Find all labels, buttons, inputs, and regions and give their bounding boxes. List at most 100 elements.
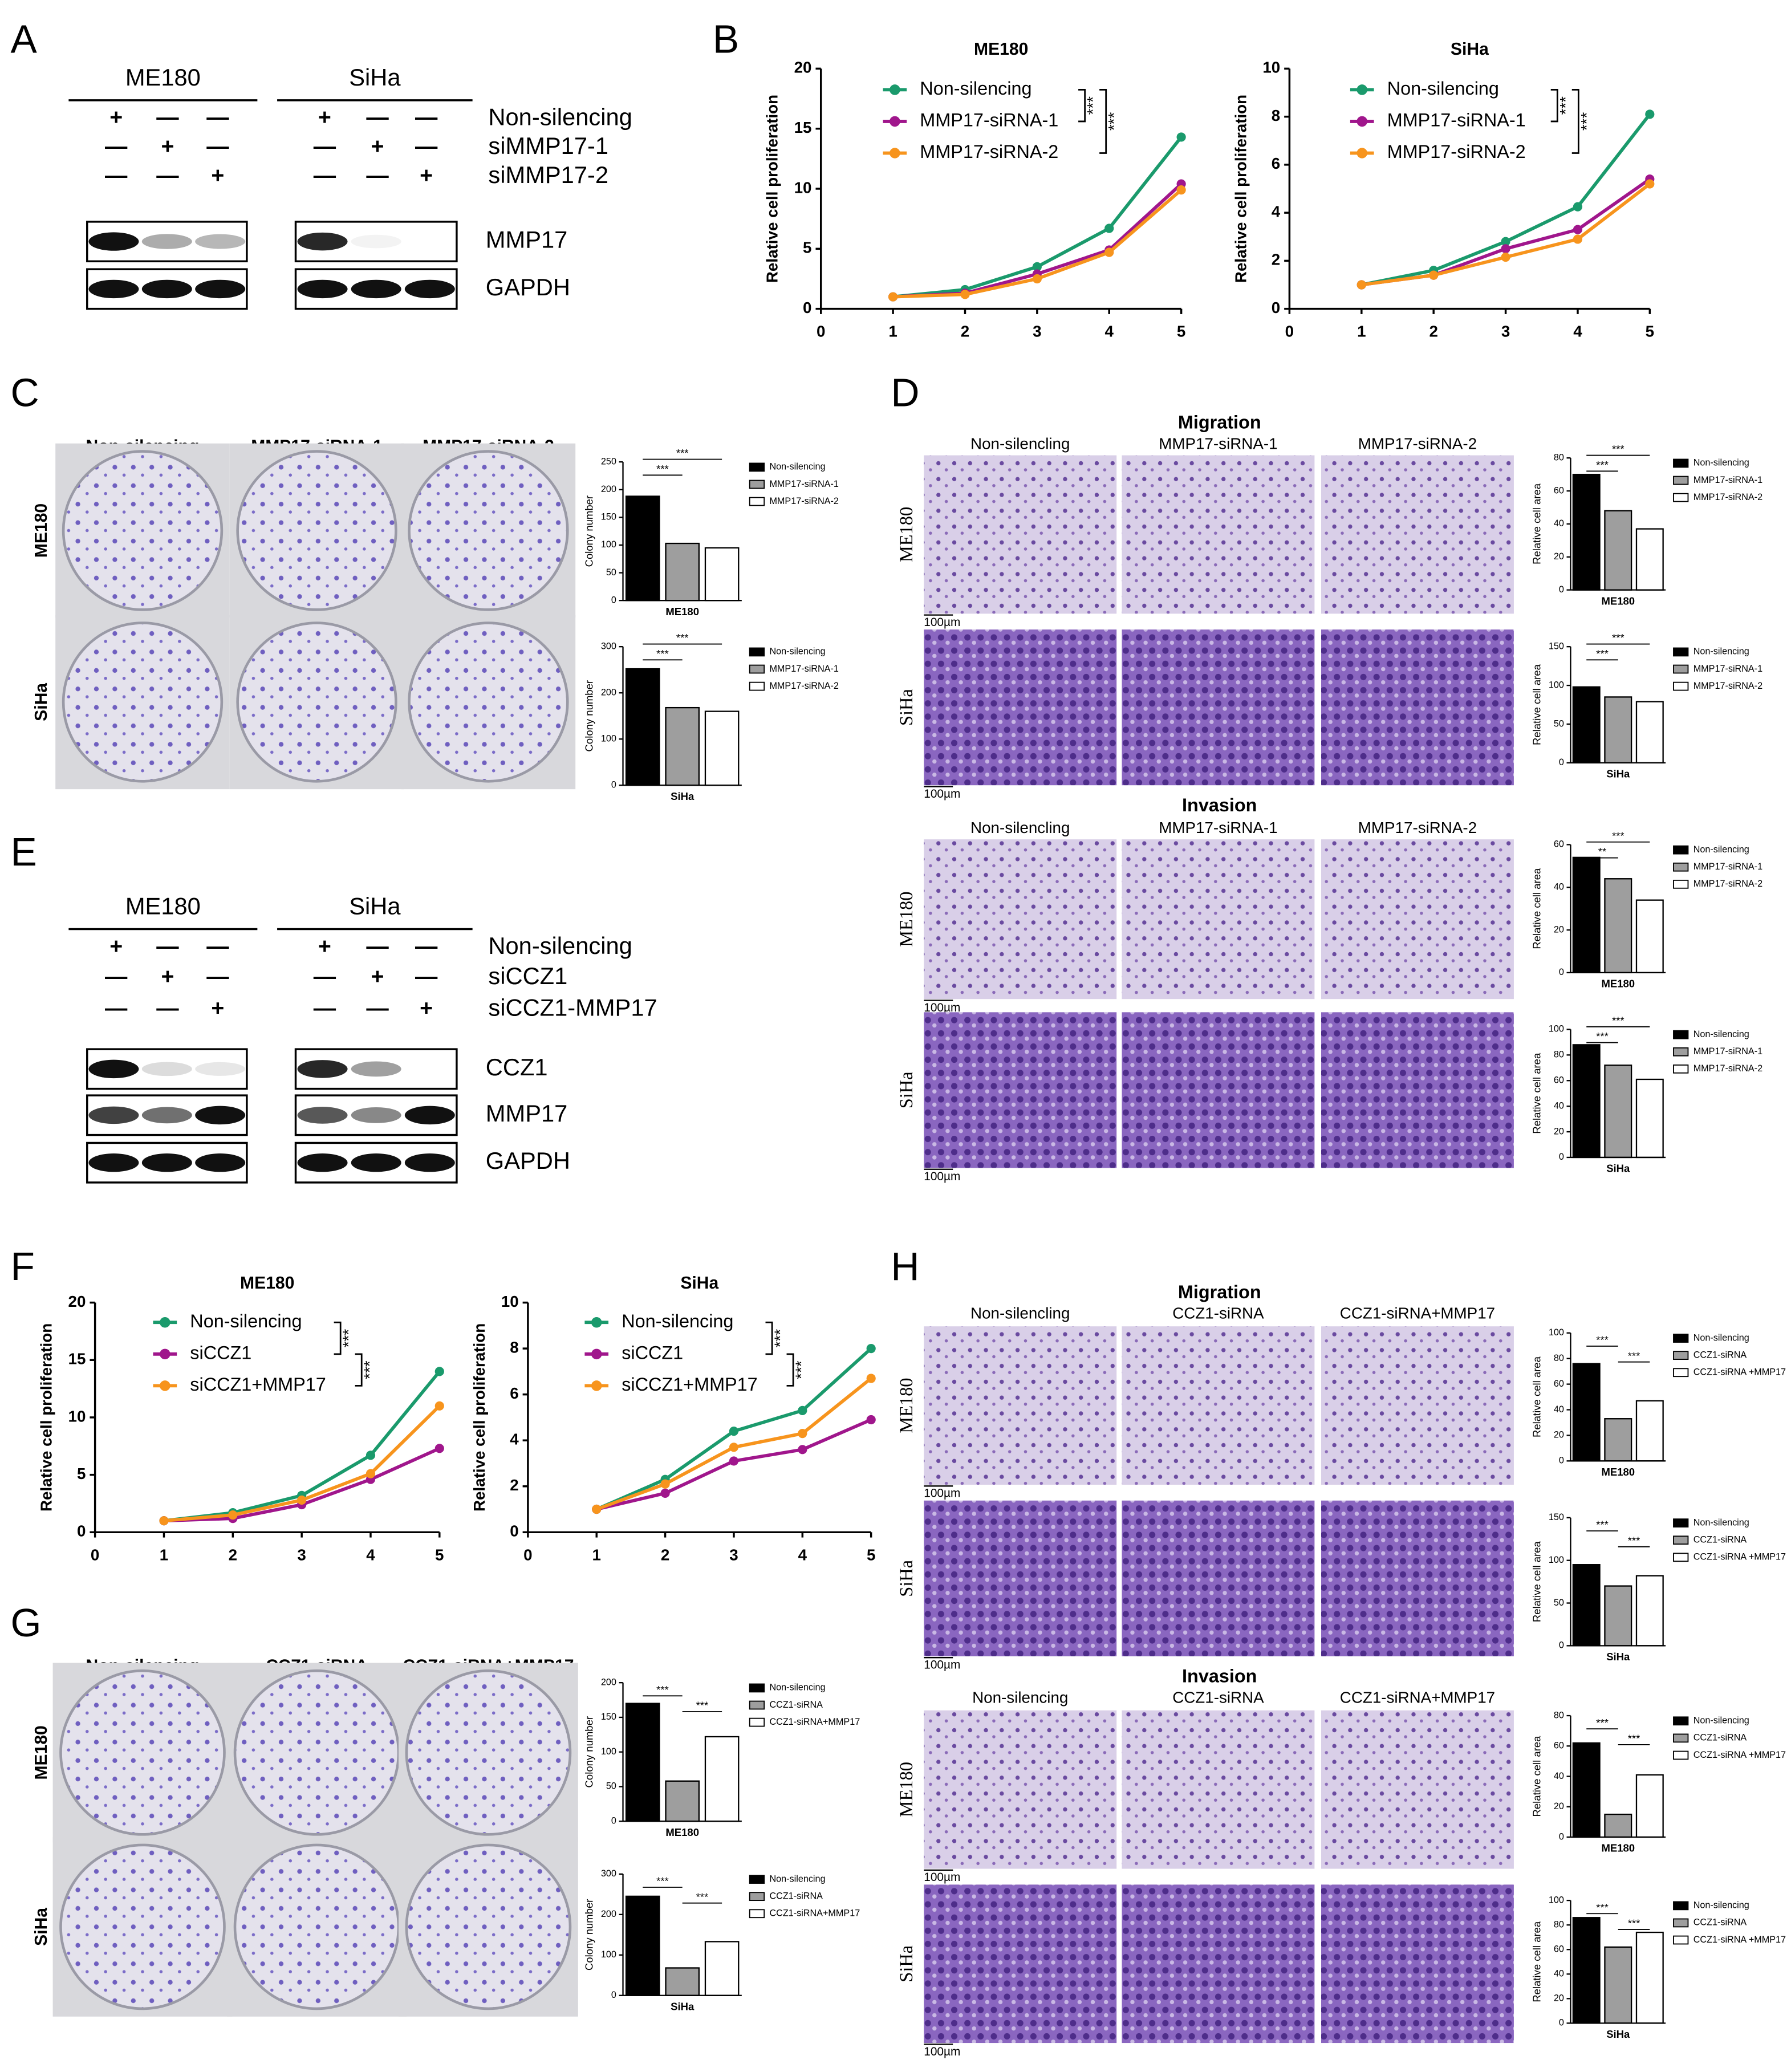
y-tick-label: 6: [510, 1384, 518, 1402]
bar: [665, 542, 700, 602]
section-title: Migration: [1178, 412, 1261, 433]
significance-label: ***: [793, 1360, 810, 1379]
condition-label: siCCZ1: [488, 962, 567, 989]
condition-sign: —: [366, 163, 389, 188]
column-header: CCZ1-siRNA: [1172, 1688, 1264, 1706]
y-tick-label: 5: [77, 1465, 86, 1482]
scale-label: 100µm: [924, 616, 960, 629]
condition-sign: —: [314, 964, 336, 989]
x-tick-label: 0: [523, 1546, 532, 1563]
blot-band: [351, 234, 401, 249]
legend-swatch: [1673, 1047, 1689, 1057]
x-tick-label: 3: [1501, 323, 1510, 340]
y-axis-label: Relative cell proliferation: [470, 1323, 488, 1512]
chart-title: SiHa: [680, 1274, 718, 1293]
y-axis-label: Colony number: [583, 680, 595, 751]
significance-label: ***: [1612, 1014, 1625, 1026]
y-tick-label: 60: [1554, 1944, 1564, 1954]
data-point: [660, 1479, 670, 1489]
data-point: [1176, 185, 1186, 195]
column-header: Non-silencling: [970, 1305, 1070, 1322]
micrograph: [924, 1884, 1117, 2043]
band-label: GAPDH: [486, 274, 570, 300]
y-tick-label: 20: [1554, 924, 1564, 935]
bar: [1635, 701, 1664, 764]
legend-swatch: [1673, 493, 1689, 502]
y-tick-label: 80: [1554, 452, 1564, 462]
y-tick-label: 250: [601, 456, 616, 466]
legend-label: Non-silencing: [1693, 1029, 1749, 1039]
y-tick-label: 0: [1559, 1640, 1564, 1651]
panel-label: D: [891, 371, 919, 415]
legend-swatch: [1673, 1935, 1689, 1945]
y-tick-label: 2: [1272, 251, 1280, 269]
legend-swatch: [1673, 1918, 1689, 1928]
y-tick-label: 60: [1554, 485, 1564, 495]
legend-label: siCCZ1+MMP17: [190, 1374, 326, 1395]
significance-label: ***: [1628, 1534, 1640, 1546]
section-title: Migration: [1178, 1282, 1261, 1302]
micrograph: [1122, 629, 1315, 786]
condition-sign: —: [206, 134, 229, 159]
row-label: SiHa: [32, 1908, 51, 1946]
y-tick-label: 2: [510, 1476, 518, 1494]
y-axis-label: Relative cell area: [1530, 1541, 1542, 1622]
x-axis-label: ME180: [1601, 595, 1635, 607]
legend-label: MMP17-siRNA-1: [1693, 664, 1762, 674]
data-point: [866, 1344, 876, 1354]
blot-band: [404, 1106, 455, 1125]
significance-label: ***: [656, 463, 669, 475]
condition-sign: —: [105, 996, 128, 1021]
legend-label: CCZ1-siRNA: [1693, 1350, 1747, 1360]
legend-swatch: [749, 1683, 765, 1693]
x-tick-label: 2: [661, 1546, 669, 1563]
condition-sign: —: [206, 964, 229, 989]
legend-label: Non-silencing: [920, 78, 1031, 99]
data-point: [1501, 252, 1510, 262]
y-tick-label: 10: [794, 178, 812, 196]
data-point: [1104, 247, 1114, 257]
y-axis-label: Relative cell area: [1530, 1921, 1542, 2002]
column-header: CCZ1-siRNA+MMP17: [1340, 1688, 1495, 1706]
band-label: GAPDH: [486, 1147, 570, 1174]
row-label: SiHa: [896, 1072, 917, 1109]
x-tick-label: 5: [867, 1546, 875, 1563]
y-tick-label: 150: [1549, 1512, 1564, 1522]
blot-band: [141, 279, 192, 299]
data-point: [1573, 202, 1583, 212]
bar: [1635, 1774, 1664, 1838]
legend-label: CCZ1-siRNA +MMP17: [1693, 1750, 1786, 1760]
x-axis-label: ME180: [665, 606, 699, 617]
y-tick-label: 0: [1272, 299, 1280, 316]
significance-bracket: [1078, 89, 1086, 123]
condition-sign: +: [109, 933, 123, 958]
significance-bracket: [334, 1321, 342, 1355]
y-tick-label: 80: [1554, 1710, 1564, 1720]
y-tick-label: 50: [606, 567, 616, 578]
x-tick-label: 2: [229, 1546, 237, 1563]
y-axis-label: Relative cell proliferation: [1232, 95, 1249, 283]
panel-label: G: [11, 1600, 42, 1645]
legend-label: MMP17-siRNA-2: [1693, 1063, 1762, 1074]
legend-marker: [591, 1380, 602, 1391]
y-tick-label: 100: [1549, 1024, 1564, 1034]
column-header: CCZ1-siRNA+MMP17: [1340, 1305, 1495, 1322]
legend-marker: [160, 1380, 170, 1391]
row-label: ME180: [896, 892, 917, 947]
y-tick-label: 60: [1554, 1741, 1564, 1751]
bar: [1604, 1813, 1632, 1838]
significance-label: ***: [1084, 96, 1102, 115]
y-tick-label: 150: [601, 512, 616, 522]
condition-sign: —: [415, 134, 438, 159]
bar: [1635, 1931, 1664, 2024]
significance-label: ***: [676, 632, 689, 644]
y-tick-label: 0: [803, 299, 811, 316]
bar: [665, 1780, 700, 1822]
legend-label: CCZ1-siRNA +MMP17: [1693, 1367, 1786, 1378]
legend-label: CCZ1-siRNA +MMP17: [1693, 1935, 1786, 1945]
x-tick-label: 5: [1177, 323, 1185, 340]
dish: [405, 1669, 572, 1836]
condition-sign: +: [420, 163, 433, 188]
column-header: MMP17-siRNA-2: [1358, 434, 1477, 452]
